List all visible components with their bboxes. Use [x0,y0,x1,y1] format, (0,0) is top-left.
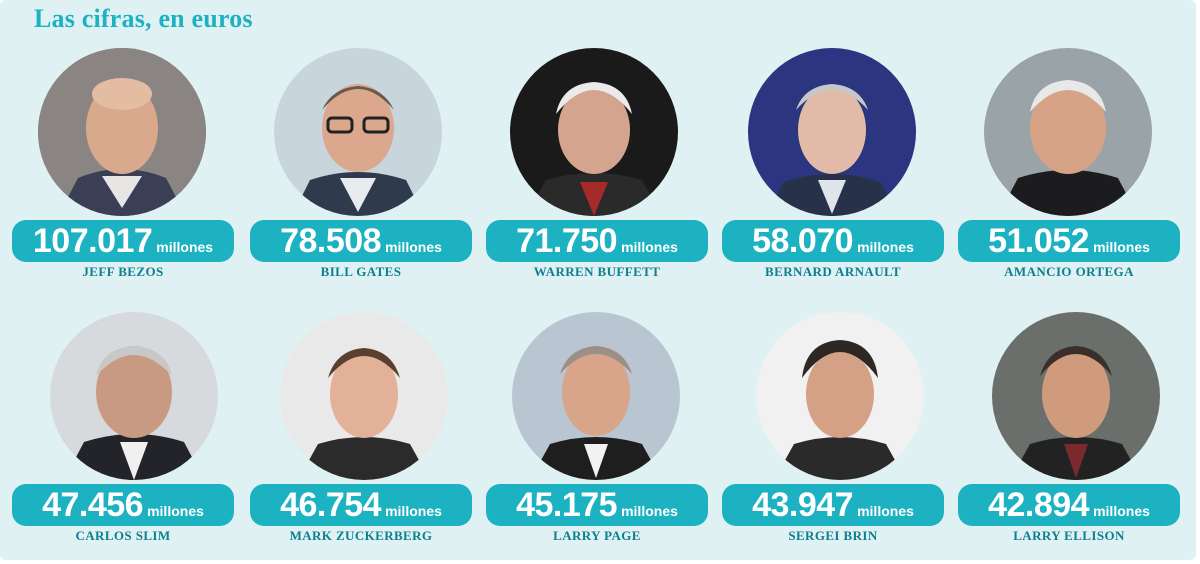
person-name: JEFF BEZOS [82,264,164,279]
person-name: AMANCIO ORTEGA [1004,264,1134,279]
person-card: 78.508 millones BILL GATES [250,48,486,298]
amount-unit: millones [857,239,914,255]
person-name: BILL GATES [320,264,402,279]
person-photo [274,48,442,216]
person-photo [510,48,678,216]
amount-unit: millones [621,503,678,519]
person-name: LARRY PAGE [553,528,641,543]
amount-unit: millones [1093,503,1150,519]
person-card: 107.017 millones JEFF BEZOS [12,48,248,298]
amount-unit: millones [385,239,442,255]
amount-badge: 78.508 millones [250,220,472,262]
person-name: LARRY ELLISON [1013,528,1125,543]
amount-value: 71.750 [516,222,618,260]
person-photo [280,312,448,480]
amount-badge: 47.456 millones [12,484,234,526]
person-photo [992,312,1160,480]
person-name: SERGEI BRIN [788,528,878,543]
person-card: 71.750 millones WARREN BUFFETT [486,48,722,298]
person-name: CARLOS SLIM [75,528,171,543]
amount-value: 46.754 [280,486,382,524]
amount-unit: millones [857,503,914,519]
page-title: Las cifras, en euros [34,4,253,33]
amount-value: 47.456 [42,486,144,524]
amount-badge: 107.017 millones [12,220,234,262]
person-photo [50,312,218,480]
person-card: 51.052 millones AMANCIO ORTEGA [958,48,1194,298]
person-name: MARK ZUCKERBERG [289,528,433,543]
amount-badge: 46.754 millones [250,484,472,526]
amount-value: 58.070 [752,222,854,260]
amount-value: 42.894 [988,486,1090,524]
amount-unit: millones [621,239,678,255]
person-card: 45.175 millones LARRY PAGE [486,312,722,562]
amount-badge: 43.947 millones [722,484,944,526]
amount-badge: 58.070 millones [722,220,944,262]
person-photo [748,48,916,216]
person-card: 43.947 millones SERGEI BRIN [722,312,958,562]
amount-badge: 45.175 millones [486,484,708,526]
person-name: BERNARD ARNAULT [765,264,901,279]
amount-unit: millones [156,239,214,255]
amount-value: 45.175 [516,486,618,524]
amount-value: 107.017 [32,222,153,260]
person-name: WARREN BUFFETT [533,264,661,279]
person-photo [984,48,1152,216]
person-card: 46.754 millones MARK ZUCKERBERG [250,312,486,562]
person-photo [756,312,924,480]
person-photo [512,312,680,480]
amount-badge: 71.750 millones [486,220,708,262]
amount-value: 78.508 [280,222,382,260]
amount-value: 51.052 [988,222,1090,260]
person-photo [38,48,206,216]
amount-badge: 42.894 millones [958,484,1180,526]
amount-unit: millones [385,503,442,519]
amount-unit: millones [147,503,204,519]
person-card: 58.070 millones BERNARD ARNAULT [722,48,958,298]
amount-badge: 51.052 millones [958,220,1180,262]
amount-unit: millones [1093,239,1150,255]
person-card: 47.456 millones CARLOS SLIM [12,312,248,562]
person-card: 42.894 millones LARRY ELLISON [958,312,1194,562]
amount-value: 43.947 [752,486,854,524]
